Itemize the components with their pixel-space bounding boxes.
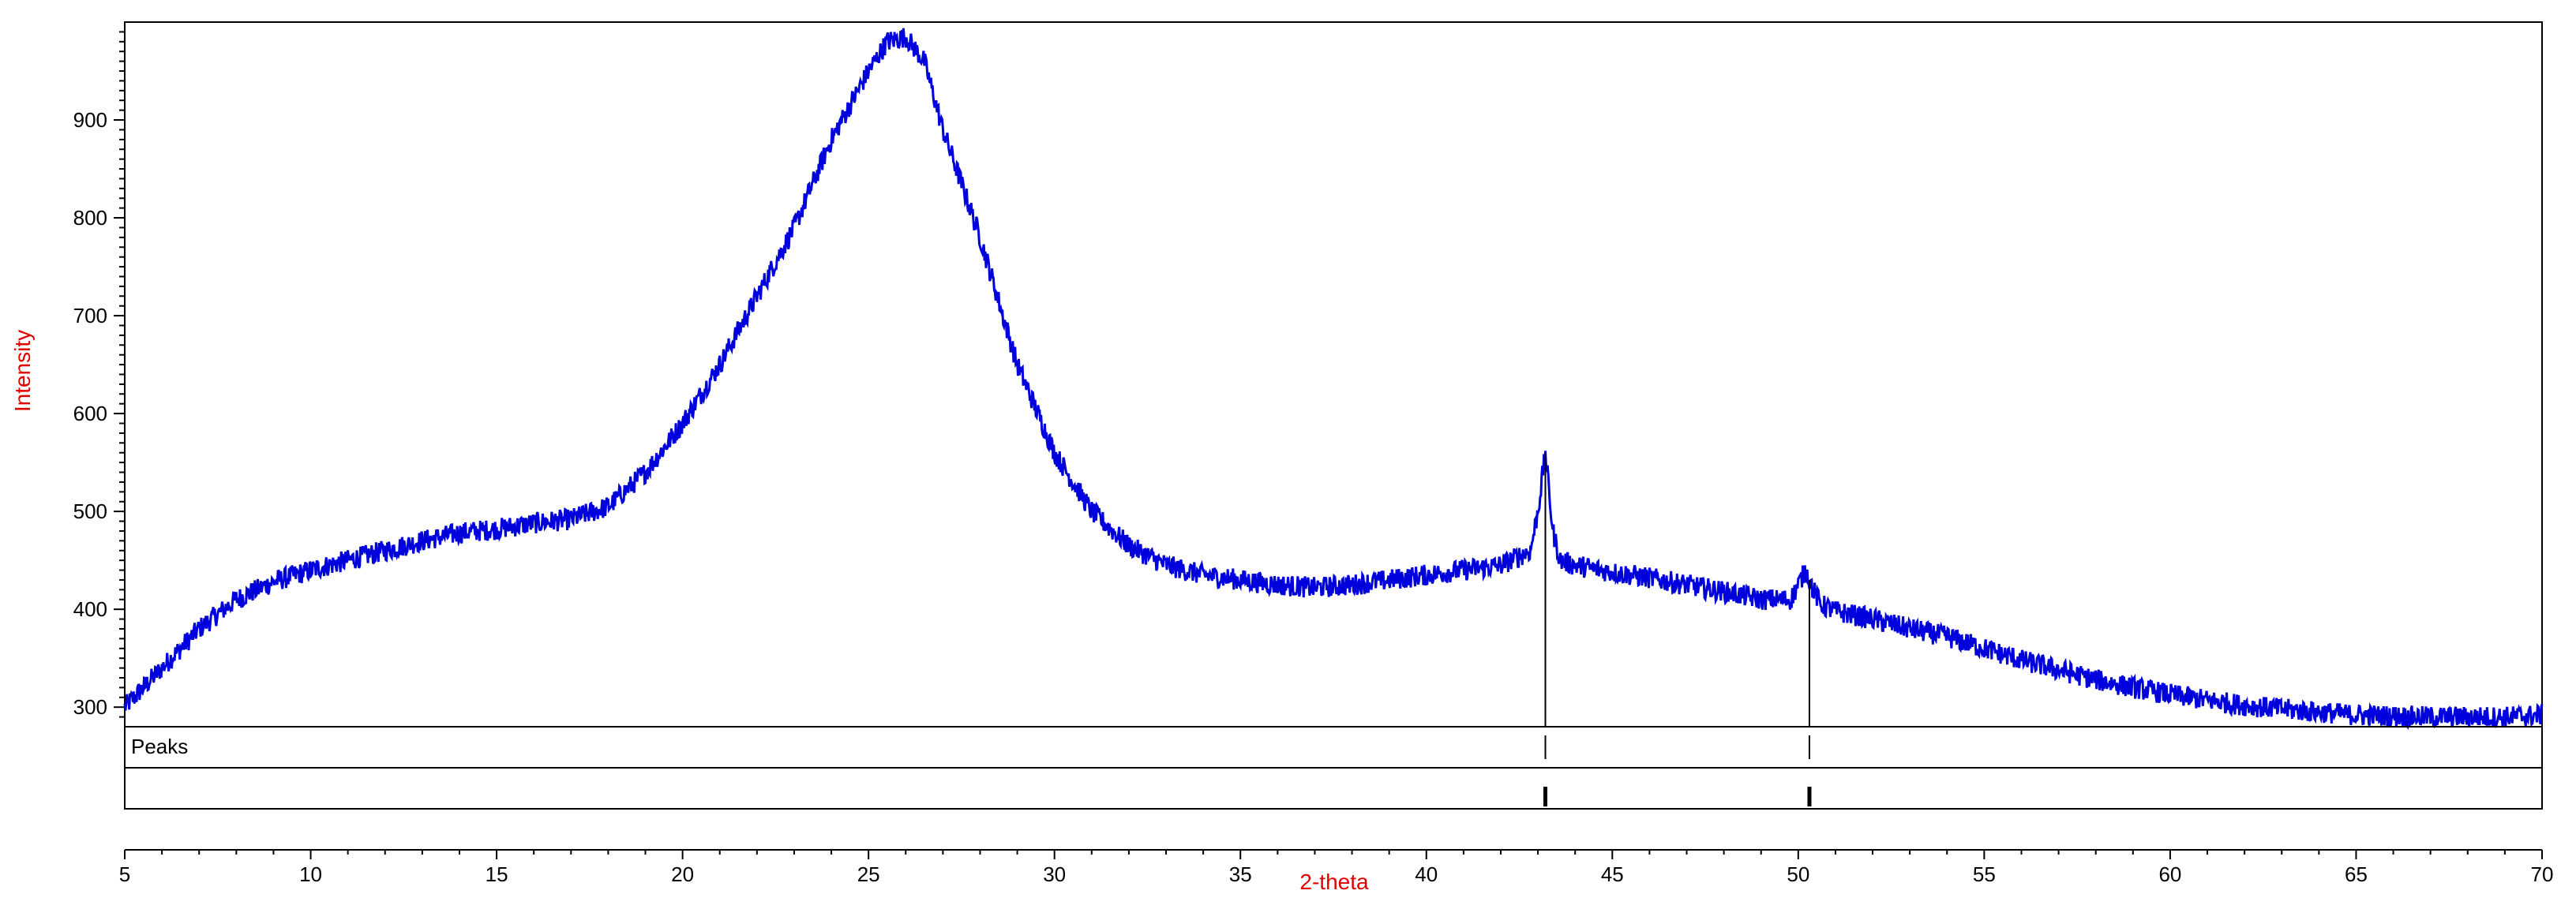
x-axis-title: 2-theta (1299, 870, 1369, 894)
y-tick-label: 500 (73, 499, 107, 523)
series-line (123, 28, 2544, 730)
reference-panel (124, 767, 2543, 810)
y-axis: 300 400 500 600 700 800 900 (73, 31, 125, 719)
x-tick-label: 50 (1787, 862, 1809, 886)
x-tick-label: 40 (1415, 862, 1438, 886)
x-tick-label: 30 (1043, 862, 1066, 886)
x-tick-label: 15 (486, 862, 508, 886)
y-tick-label: 600 (73, 402, 107, 425)
x-tick-label: 70 (2531, 862, 2554, 886)
x-tick-label: 55 (1973, 862, 1996, 886)
x-tick-label: 65 (2345, 862, 2368, 886)
peak-marks (1543, 452, 1812, 806)
y-tick-label: 800 (73, 206, 107, 230)
x-tick-label: 35 (1229, 862, 1252, 886)
y-axis-title: Intensity (10, 330, 35, 412)
y-tick-label: 400 (73, 597, 107, 621)
y-tick-label: 700 (73, 304, 107, 327)
x-tick-label: 45 (1601, 862, 1624, 886)
peaks-panel-label: Peaks (131, 735, 188, 758)
y-tick-label: 900 (73, 108, 107, 132)
x-tick-label: 5 (119, 862, 130, 886)
x-axis: 5 10 15 20 25 30 35 40 45 50 55 60 65 70 (119, 849, 2554, 886)
x-tick-label: 10 (299, 862, 322, 886)
x-tick-label: 20 (671, 862, 694, 886)
x-tick-label: 25 (857, 862, 880, 886)
y-tick-label: 300 (73, 695, 107, 719)
x-tick-label: 60 (2158, 862, 2181, 886)
